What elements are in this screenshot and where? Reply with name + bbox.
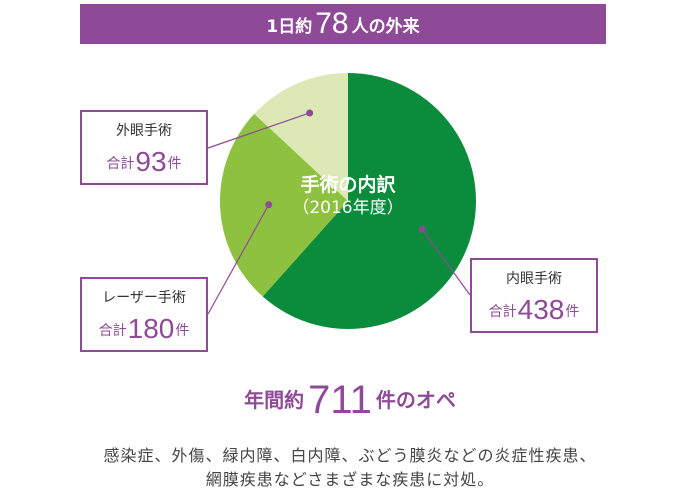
inner-total-suffix: 件 bbox=[565, 304, 580, 320]
label-box-outer-surgery: 外眼手術 合計93件 bbox=[80, 110, 208, 185]
description-line-1: 感染症、外傷、緑内障、白内障、ぶどう膜炎などの炎症性疾患、 bbox=[103, 446, 597, 465]
pie-slice-1 bbox=[220, 113, 348, 297]
inner-total-value: 438 bbox=[517, 294, 565, 325]
laser-total-suffix: 件 bbox=[175, 323, 190, 339]
label-box-laser-surgery: レーザー手術 合計180件 bbox=[80, 277, 208, 352]
laser-total-prefix: 合計 bbox=[98, 323, 127, 339]
leader-line-2 bbox=[207, 112, 310, 149]
description-line-2: 網膜疾患などさまざまな疾患に対処。 bbox=[205, 470, 495, 489]
laser-total-value: 180 bbox=[127, 313, 175, 344]
outer-total-value: 93 bbox=[135, 146, 167, 177]
pie-slice-0 bbox=[262, 73, 477, 329]
summary-prefix: 年間約 bbox=[244, 388, 305, 412]
laser-surgery-name: レーザー手術 bbox=[102, 290, 186, 306]
outer-surgery-name: 外眼手術 bbox=[116, 123, 172, 139]
leader-dot-0 bbox=[418, 225, 426, 233]
outer-surgery-total: 合計93件 bbox=[82, 146, 206, 178]
outer-total-suffix: 件 bbox=[167, 156, 182, 172]
summary-number: 711 bbox=[308, 378, 372, 422]
header-number: 78 bbox=[315, 7, 349, 40]
leader-line-1 bbox=[207, 204, 270, 315]
header-suffix: 人の外来 bbox=[351, 16, 420, 37]
outer-total-prefix: 合計 bbox=[106, 156, 135, 172]
chart-title: 手術の内訳 bbox=[300, 174, 396, 196]
pie-slice-2 bbox=[254, 73, 348, 201]
header-prefix: 1日約 bbox=[266, 16, 313, 37]
inner-surgery-name: 内眼手術 bbox=[506, 271, 562, 287]
description: 感染症、外傷、緑内障、白内障、ぶどう膜炎などの炎症性疾患、 網膜疾患などさまざま… bbox=[0, 444, 700, 492]
leader-dot-2 bbox=[306, 109, 314, 117]
inner-total-prefix: 合計 bbox=[488, 304, 517, 320]
chart-subtitle: （2016年度） bbox=[292, 197, 404, 218]
leader-dot-1 bbox=[265, 201, 273, 209]
annual-summary: 年間約 711 件のオペ bbox=[0, 378, 700, 423]
inner-surgery-total: 合計438件 bbox=[472, 294, 596, 326]
header-banner: 1日約 78 人の外来 bbox=[80, 4, 606, 44]
laser-surgery-total: 合計180件 bbox=[82, 313, 206, 345]
label-box-inner-surgery: 内眼手術 合計438件 bbox=[470, 258, 598, 333]
chart-center-label: 手術の内訳 （2016年度） bbox=[260, 174, 436, 219]
summary-suffix: 件のオペ bbox=[375, 388, 456, 412]
leader-line-0 bbox=[421, 228, 471, 296]
